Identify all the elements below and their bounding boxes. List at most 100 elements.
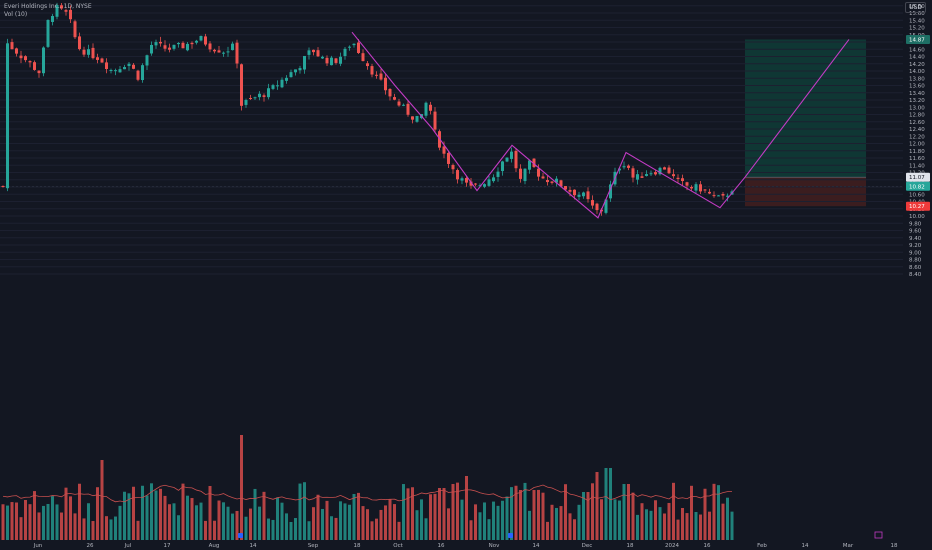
volume-bar — [195, 505, 198, 540]
candle-body — [541, 176, 545, 179]
volume-bar — [672, 482, 675, 540]
volume-bar — [271, 519, 275, 540]
volume-bar — [64, 487, 68, 540]
volume-bar — [141, 485, 144, 540]
volume-bar — [307, 521, 311, 540]
volume-bar — [690, 485, 693, 540]
volume-bar — [411, 487, 414, 540]
volume-bar — [240, 435, 243, 540]
time-tick-label: 18 — [354, 543, 361, 549]
volume-bar — [564, 484, 567, 540]
event-marker-icon — [238, 533, 243, 538]
time-tick-label: 16 — [704, 543, 711, 549]
volume-bar — [226, 506, 230, 540]
candle-body — [388, 88, 392, 97]
candle-body — [222, 52, 225, 54]
candle-body — [177, 42, 180, 45]
volume-bar — [559, 506, 563, 540]
price-tick-label: 15.80 — [909, 4, 925, 10]
candle-body — [708, 191, 711, 194]
volume-bar — [451, 484, 455, 540]
price-tick-label: 9.80 — [909, 221, 922, 227]
volume-bar — [294, 518, 297, 540]
candle-body — [411, 116, 414, 120]
candle-body — [379, 73, 383, 80]
volume-bar — [258, 506, 261, 540]
candle-body — [465, 178, 468, 183]
price-tick-label: 14.00 — [909, 69, 925, 75]
candle-body — [505, 157, 509, 162]
candle-body — [55, 5, 59, 17]
candle-body — [712, 195, 716, 197]
candle-body — [271, 85, 275, 89]
volume-bar — [384, 505, 387, 540]
candle-body — [609, 184, 612, 199]
currency-badge[interactable]: USD — [905, 2, 926, 13]
time-tick-label: Nov — [489, 543, 500, 549]
candle-body — [694, 184, 698, 191]
candle-body — [640, 176, 644, 178]
volume-bar — [640, 503, 644, 540]
candle-body — [343, 48, 347, 56]
time-tick-label: Jul — [124, 543, 132, 549]
volume-bar — [55, 504, 59, 540]
candle-body — [415, 115, 419, 122]
volume-bar — [114, 516, 117, 540]
candle-body — [595, 203, 599, 211]
volume-bar — [15, 502, 18, 540]
volume-bar — [24, 499, 27, 540]
volume-bar — [267, 518, 270, 540]
time-tick-label: Oct — [393, 543, 403, 549]
price-tick-label: 15.40 — [909, 18, 925, 24]
time-tick-label: Sep — [308, 543, 319, 549]
candle-body — [276, 85, 279, 87]
volume-bar — [483, 502, 486, 540]
pattern-line — [351, 31, 850, 219]
price-tick-label: 12.80 — [909, 113, 925, 119]
chart-header: Everi Holdings Inc., 1D, NYSE Vol (10) — [4, 3, 92, 19]
volume-bar — [465, 476, 468, 540]
drawing-marker-icon — [874, 531, 883, 539]
volume-bar — [33, 491, 36, 540]
candle-body — [235, 42, 239, 64]
candle-body — [159, 41, 162, 44]
candle-body — [64, 10, 68, 12]
candle-body — [109, 69, 113, 71]
volume-bar — [429, 494, 432, 540]
volume-bar — [298, 483, 302, 540]
candle-body — [370, 66, 374, 75]
candle-body — [429, 104, 432, 111]
price-tick-label: 12.60 — [909, 120, 925, 126]
candle-body — [1, 186, 5, 188]
candle-body — [460, 178, 464, 181]
candle-body — [618, 168, 621, 171]
candle-body — [73, 21, 77, 38]
candle-body — [339, 56, 342, 64]
candle-body — [168, 47, 171, 50]
volume-bar — [82, 518, 86, 540]
price-tick-label: 8.40 — [909, 272, 922, 278]
candle-body — [703, 189, 707, 191]
candle-body — [357, 42, 360, 53]
volume-bar — [217, 500, 221, 540]
candle-body — [262, 95, 266, 97]
candle-body — [384, 77, 387, 91]
candle-body — [663, 167, 666, 170]
volume-indicator-label: Vol (10) — [4, 11, 28, 18]
candle-body — [582, 192, 585, 197]
candle-body — [699, 184, 702, 192]
volume-bar — [546, 521, 549, 540]
candle-body — [393, 97, 396, 100]
volume-bar — [577, 504, 581, 540]
candle-body — [51, 16, 54, 22]
price-tick-label: 15.20 — [909, 26, 925, 32]
volume-bar — [726, 497, 729, 540]
volume-bar — [181, 483, 185, 540]
volume-bar — [501, 500, 504, 540]
candle-body — [172, 44, 176, 49]
candle-body — [577, 194, 581, 197]
candle-body — [348, 46, 351, 48]
volume-bar — [150, 483, 153, 540]
volume-bar — [78, 483, 81, 540]
volume-bar — [478, 512, 482, 540]
